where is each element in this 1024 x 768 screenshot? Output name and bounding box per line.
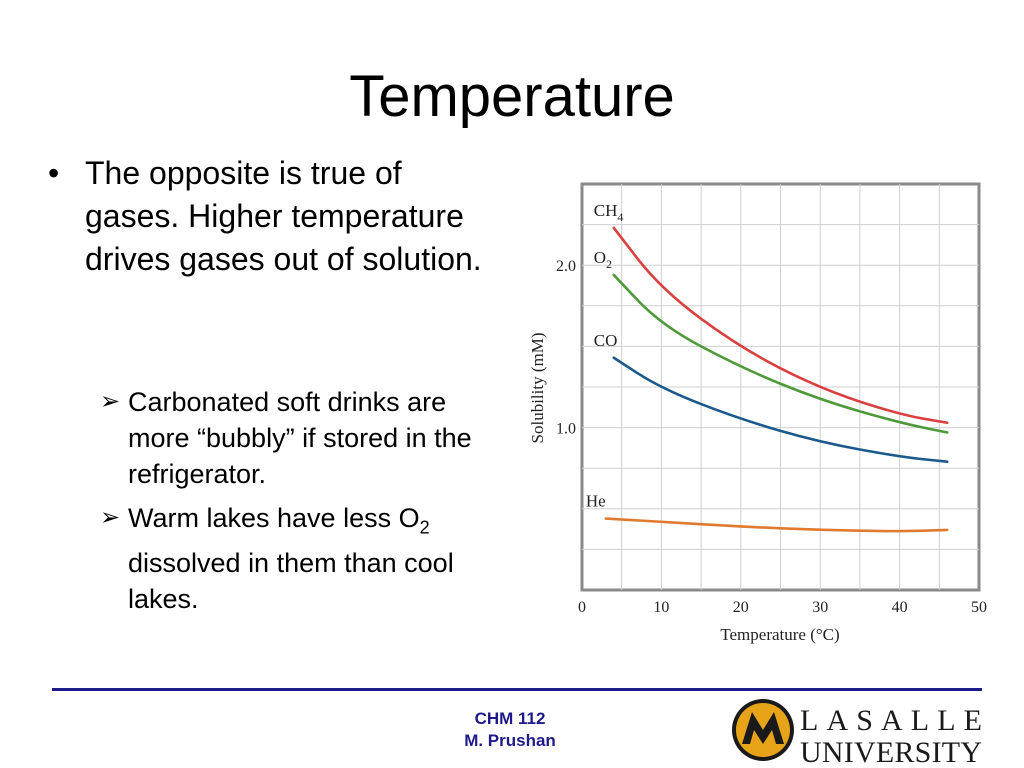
- x-tick-label: 50: [971, 599, 987, 616]
- sub-bullet: ➢ Warm lakes have less O2 dissolved in t…: [100, 500, 500, 617]
- y-tick-label: 2.0: [556, 258, 576, 275]
- grid-lines: [582, 184, 979, 590]
- main-bullet-text: The opposite is true of gases. Higher te…: [85, 155, 482, 277]
- sub-bullet-text: Carbonated soft drinks are more “bubbly”…: [128, 387, 472, 489]
- series-line-o: [612, 273, 949, 434]
- bullet-dot-icon: •: [48, 155, 60, 191]
- x-tick-label: 20: [733, 599, 749, 616]
- series-lines: [604, 226, 949, 533]
- y-axis-label: Solubility (mM): [528, 333, 547, 444]
- series-label-co: CO: [594, 331, 618, 350]
- main-bullet-list: • The opposite is true of gases. Higher …: [40, 152, 500, 281]
- sub-bullet: ➢ Carbonated soft drinks are more “bubbl…: [100, 384, 500, 492]
- series-label-ch: CH4: [594, 201, 624, 224]
- x-axis-label: Temperature (°C): [720, 625, 839, 644]
- series-line-ch: [612, 226, 949, 425]
- arrow-bullet-icon: ➢: [100, 388, 121, 415]
- series-label-he: He: [586, 492, 606, 511]
- x-tick-label: 40: [892, 599, 908, 616]
- x-tick-label: 0: [578, 599, 586, 616]
- series-line-he: [604, 517, 949, 533]
- series-line-co: [612, 356, 949, 464]
- course-code: CHM 112: [474, 709, 546, 728]
- tick-labels: 0 10 20 30 40 50 1.0 2.0: [556, 258, 987, 616]
- author-name: M. Prushan: [464, 731, 556, 750]
- footer-credit: CHM 112 M. Prushan: [440, 708, 580, 752]
- main-bullet: • The opposite is true of gases. Higher …: [40, 152, 500, 281]
- lasalle-logo: LASALLE UNIVERSITY: [732, 699, 982, 766]
- slide-title: Temperature: [349, 64, 675, 129]
- x-tick-label: 10: [653, 599, 669, 616]
- sub-bullet-list: ➢ Carbonated soft drinks are more “bubbl…: [100, 384, 500, 625]
- sub-bullet-text: Warm lakes have less O2 dissolved in the…: [128, 503, 454, 615]
- arrow-bullet-icon: ➢: [100, 504, 121, 531]
- logo-text-lasalle: LASALLE: [800, 704, 982, 737]
- logo-text-university: UNIVERSITY: [800, 736, 982, 766]
- footer-divider: [52, 688, 982, 691]
- x-tick-label: 30: [812, 599, 828, 616]
- y-tick-label: 1.0: [556, 421, 576, 438]
